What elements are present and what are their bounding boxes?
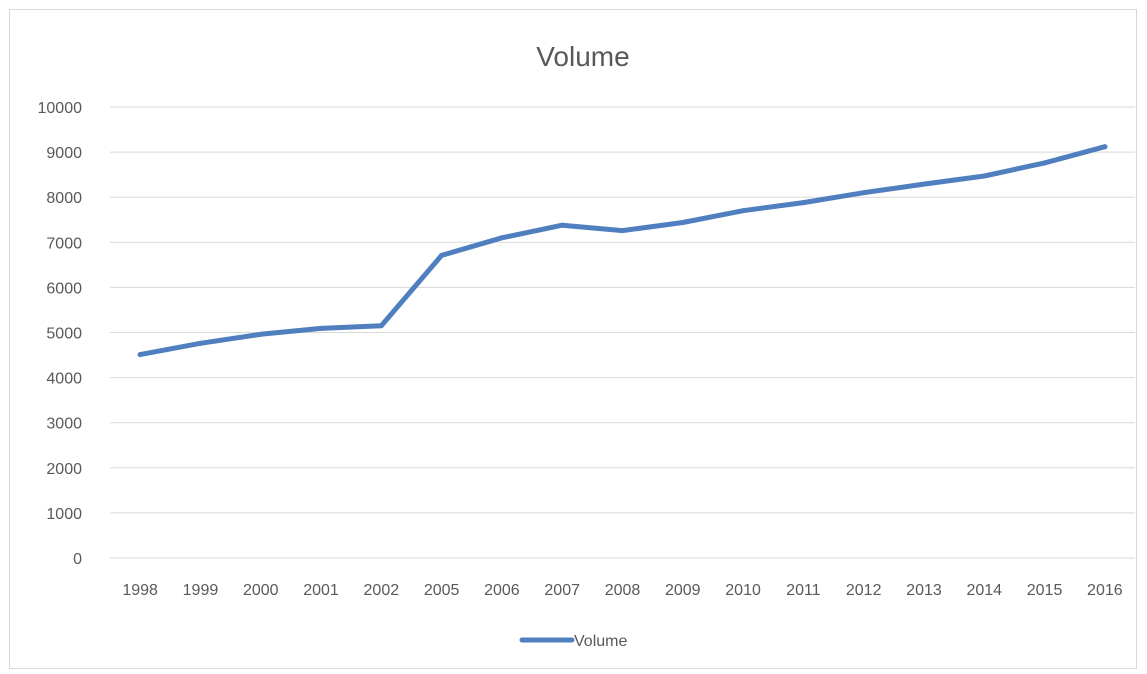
y-tick-label: 5000 (46, 326, 82, 343)
y-tick-label: 10000 (38, 100, 83, 117)
x-tick-label: 2012 (846, 582, 882, 599)
data-point (620, 228, 625, 234)
y-tick-label: 7000 (46, 235, 82, 252)
data-point (800, 200, 806, 206)
data-point (258, 331, 264, 337)
chart-container (9, 9, 1137, 669)
x-tick-label: 2007 (544, 582, 580, 599)
x-tick-label: 2001 (303, 582, 339, 599)
x-axis-tick-labels: 1998 1999 2000 2001 2002 2005 2006 2007 2008 2009… (122, 582, 1122, 599)
legend: Volume (519, 633, 627, 650)
y-tick-label: 2000 (46, 461, 82, 478)
data-point (318, 325, 324, 331)
data-point (861, 190, 867, 196)
data-point (740, 208, 746, 214)
x-tick-label: 2002 (364, 582, 400, 599)
series-line-volume (137, 144, 1108, 358)
y-tick-label: 1000 (46, 506, 82, 523)
x-tick-label: 2015 (1027, 582, 1063, 599)
y-tick-label: 3000 (46, 416, 82, 433)
x-tick-label: 1999 (183, 582, 219, 599)
data-point (981, 173, 987, 179)
data-point (1102, 144, 1108, 150)
x-tick-label: 2008 (605, 582, 641, 599)
x-tick-label: 2013 (906, 582, 942, 599)
x-tick-label: 2016 (1087, 582, 1123, 599)
y-tick-label: 6000 (46, 280, 82, 297)
data-point (1042, 160, 1048, 166)
x-tick-label: 2006 (484, 582, 520, 599)
x-tick-label: 1998 (122, 582, 158, 599)
x-tick-label: 2005 (424, 582, 460, 599)
series-layer (137, 144, 1108, 358)
data-point (680, 219, 686, 225)
y-tick-label: 8000 (46, 190, 82, 207)
y-tick-label: 0 (73, 551, 82, 568)
data-point (137, 352, 143, 358)
x-tick-label: 2000 (243, 582, 279, 599)
data-point (439, 252, 445, 258)
data-point (378, 323, 384, 329)
data-point (197, 340, 203, 346)
x-tick-label: 2014 (966, 582, 1002, 599)
gridlines (110, 106, 1135, 559)
y-tick-label: 4000 (46, 371, 82, 388)
x-tick-label: 2011 (786, 582, 821, 599)
data-point (921, 181, 927, 187)
y-axis-tick-labels: 0 1000 2000 3000 4000 5000 6000 7000 8000 9000 100… (38, 100, 83, 568)
chart-title: Volume (536, 41, 629, 72)
x-tick-label: 2009 (665, 582, 701, 599)
data-point (559, 222, 565, 228)
x-tick-label: 2010 (725, 582, 761, 599)
legend-label-volume: Volume (574, 633, 627, 650)
y-tick-label: 9000 (46, 145, 82, 162)
data-point (499, 235, 505, 241)
